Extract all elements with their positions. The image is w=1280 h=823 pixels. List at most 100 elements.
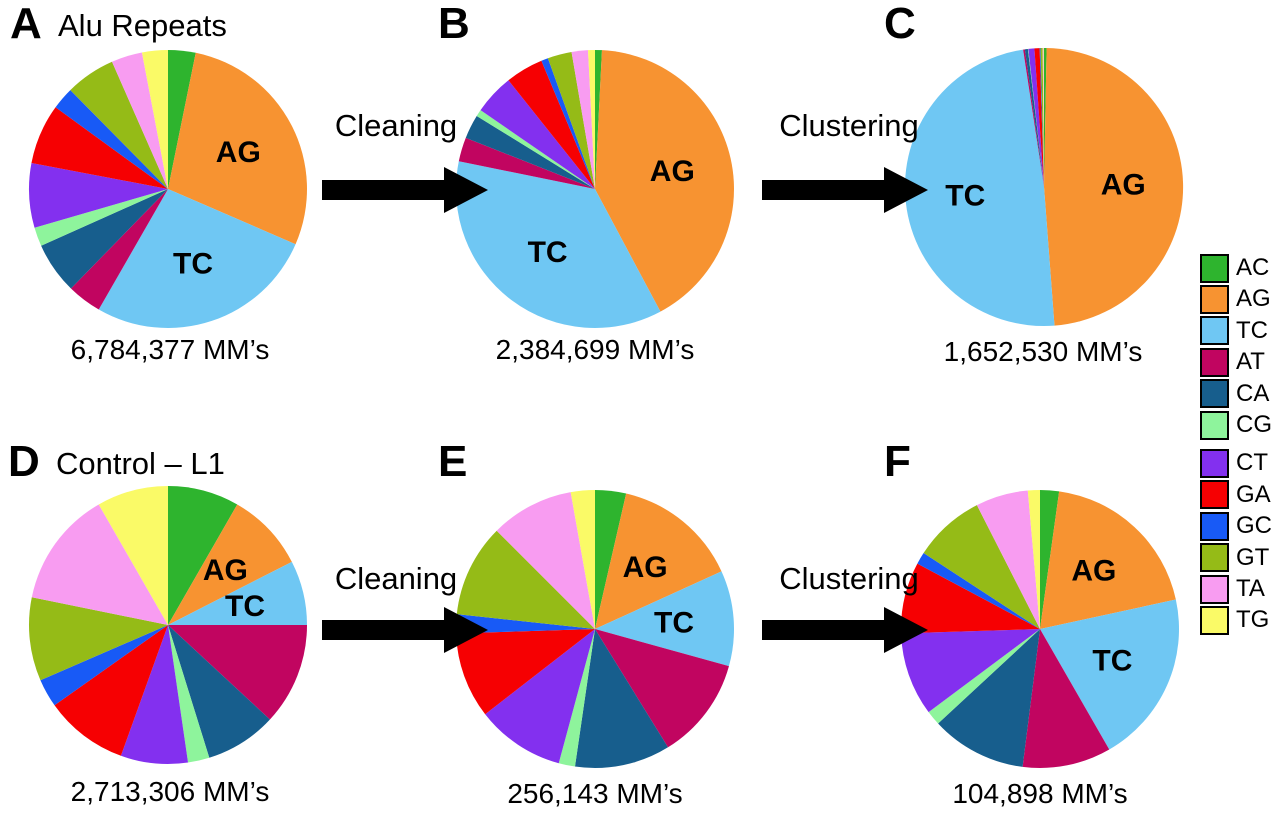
pie-c-slice-cg [1027,48,1044,187]
legend-item-ct: CT [1200,448,1268,478]
pie-c-slice-ca [1024,48,1044,187]
legend-label-cg: CG [1236,411,1272,438]
legend-item-ag: AG [1200,284,1271,314]
legend-item-ta: TA [1200,574,1265,604]
pie-e-slice-tc [595,571,735,667]
legend-swatch-tc [1200,316,1229,346]
legend-item-gt: GT [1200,543,1270,573]
pie-f-label-tc: TC [1092,645,1132,678]
panel-letter-b: B [438,0,470,48]
pie-b-slice-cg [476,110,595,189]
mm-count-e: 256,143 MM’s [507,778,683,809]
cleaning-label: Cleaning [334,561,458,596]
pie-a-label-tc: TC [173,248,213,281]
legend-label-ga: GA [1236,480,1271,508]
pie-a-slice-ga [31,107,169,189]
pie-f-slice-gc [917,553,1040,629]
mm-count-c: 1,652,530 MM’s [943,336,1143,367]
right-arrow-icon [762,167,928,213]
pie-e-slice-at [595,629,729,748]
panel-letter-e: E [438,437,468,486]
mm-count-a: 6,784,377 MM’s [70,334,270,365]
right-arrow-icon [322,167,488,213]
pie-c-slice-gc [1039,48,1044,187]
pie-c-slice-ag [1044,48,1184,326]
legend-label-at: AT [1236,348,1265,376]
pie-b-slice-ga [508,60,595,189]
cleaning-label: Cleaning [334,108,458,143]
legend-swatch-ga [1200,480,1229,510]
panel-letter-a: A [10,0,42,48]
panel-letter-f: F [884,437,911,486]
pie-e-label-ag: AG [623,551,668,584]
right-arrow-icon [762,607,928,653]
pie-b-slice-tc [455,161,661,329]
pie-f-slice-ga [901,563,1040,634]
pie-f-slice-ta [976,490,1040,629]
pie-c-slice-tc [904,49,1055,327]
pie-chart-a: AG TC [28,50,308,328]
pie-b-slice-ag [595,50,734,312]
pie-d-slice-ct [120,625,189,764]
legend-swatch-cg [1200,410,1229,440]
pie-a-slice-gt [70,61,168,189]
legend-swatch-ag [1200,284,1229,314]
pie-d-slice-ac [168,486,238,625]
pie-a-slice-gc [55,90,168,189]
pie-a-slice-ca [41,189,168,289]
panel-title-a: Alu Repeats [58,8,227,43]
pie-b-slice-gc [541,58,595,189]
right-arrow-icon [322,607,488,653]
pie-f-slice-ct [901,629,1040,713]
pie-f-slice-ac [1040,490,1060,629]
pie-e-slice-ga [456,629,595,715]
pie-e-slice-gt [456,530,595,629]
pie-a-label-ag: AG [216,136,261,169]
legend-label-gc: GC [1236,512,1272,540]
legend-swatch-ca [1200,379,1229,409]
pie-b-slice-tg [588,50,595,189]
pie-b-label-tc: TC [528,236,568,269]
pie-f-slice-cg [928,629,1040,724]
pie-b-slice-at [458,137,595,189]
legend-label-ac: AC [1236,254,1270,281]
legend-item-at: AT [1200,347,1265,377]
pie-b-slice-ca [465,116,595,189]
pie-a-slice-tc [98,189,296,328]
pie-chart-c: AG TC [904,47,1184,327]
pie-d-slice-gt [28,597,169,681]
pie-e-slice-ca [574,629,668,768]
mm-count-b: 2,384,699 MM’s [495,334,695,365]
pie-chart-f: AG TC [901,490,1179,768]
legend-label-ag: AG [1236,285,1271,313]
pie-f-slice-tg [1027,490,1040,629]
pie-a-slice-at [70,189,168,310]
legend-label-gt: GT [1236,543,1270,571]
pie-d-slice-ga [54,625,168,756]
pie-c-label-tc: TC [945,179,985,212]
pie-c-slice-ct [1028,48,1044,187]
pie-e-slice-cg [558,629,595,767]
mm-count-f: 104,898 MM’s [952,778,1128,809]
pie-e-slice-ta [496,492,595,629]
pie-a-slice-ag [168,52,308,245]
pie-e-slice-ac [595,490,627,629]
pie-c-slice-ac [1044,47,1047,187]
pie-a-slice-tg [141,50,168,189]
pie-d-slice-ag [168,504,292,625]
legend-item-gc: GC [1200,511,1272,541]
pie-a-slice-ct [28,162,168,228]
pie-chart-e: AG TC [456,490,735,768]
pie-c-slice-gt [1040,48,1044,188]
pie-d-slice-ca [168,625,270,758]
pie-d-slice-ta [31,504,168,625]
legend-swatch-ac [1200,253,1229,283]
legend-swatch-ct [1200,448,1229,478]
legend-swatch-gt [1200,543,1229,573]
pie-d-label-tc: TC [225,590,265,623]
legend-item-ca: CA [1200,379,1269,409]
legend-item-tc: TC [1200,316,1268,346]
pie-c-slice-at [1023,49,1044,187]
pie-d-slice-gc [40,625,168,706]
pie-f-slice-ca [938,629,1040,767]
